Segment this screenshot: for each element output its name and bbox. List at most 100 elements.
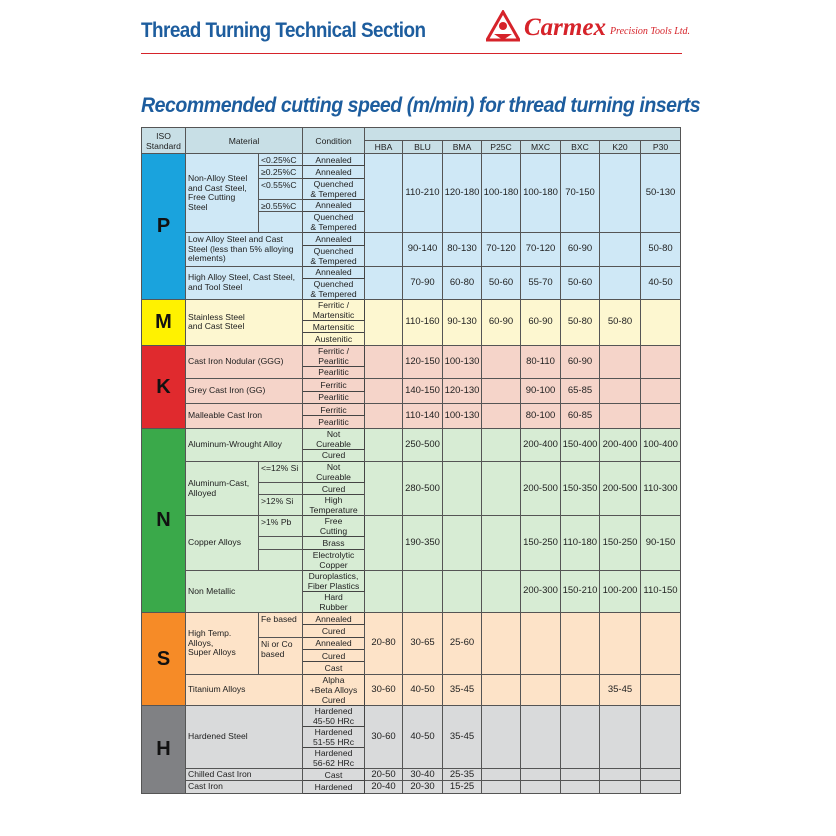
speed-p25c bbox=[481, 461, 522, 517]
material-subtype bbox=[257, 536, 304, 550]
speed-bxc: 60-90 bbox=[560, 344, 601, 380]
speed-bxc: 50-60 bbox=[560, 265, 601, 300]
material-name: Malleable Cast Iron bbox=[184, 402, 304, 429]
table-row: Hard Rubber bbox=[142, 590, 681, 613]
speed-hba bbox=[364, 298, 404, 346]
material-subtype: ≥0.55%C bbox=[257, 198, 304, 213]
speed-p30 bbox=[640, 673, 682, 706]
condition: Quenched & Tempered bbox=[302, 177, 366, 200]
condition: Cured bbox=[302, 448, 366, 463]
material-name: Aluminum-Wrought Alloy bbox=[184, 427, 304, 463]
condition: High Temperature bbox=[302, 494, 366, 517]
speed-k20 bbox=[599, 344, 642, 380]
speed-mxc: 200-500 bbox=[520, 461, 562, 517]
condition: Brass bbox=[302, 536, 366, 550]
speed-bxc: 150-350 bbox=[560, 461, 601, 517]
table-row: Quenched & Tempered bbox=[142, 244, 681, 267]
material-subtype: >1% Pb bbox=[257, 515, 304, 538]
table-row: Low Alloy Steel and Cast Steel (less tha… bbox=[142, 232, 682, 267]
table-row: Austenitic bbox=[142, 332, 681, 346]
material-subtype: Ni or Co based bbox=[257, 636, 304, 675]
table-row: Cured bbox=[142, 482, 681, 496]
speed-p25c bbox=[481, 344, 522, 380]
material-subtype: >12% Si bbox=[257, 494, 304, 517]
speed-bma: 80-130 bbox=[442, 232, 483, 267]
iso-group-n: N bbox=[141, 427, 186, 613]
table-row: H Hardened Steel Hardened 45-50 HRc 30-60 40… bbox=[141, 704, 682, 794]
condition: Free Cutting bbox=[302, 515, 366, 538]
table-row: ≥0.25%C Annealed bbox=[142, 165, 681, 179]
speed-blu: 110-140 bbox=[402, 402, 444, 429]
condition: Annealed bbox=[302, 165, 366, 179]
speed-mxc bbox=[520, 704, 562, 769]
speed-bxc: 60-85 bbox=[560, 402, 601, 429]
speed-bma: 60-80 bbox=[442, 265, 483, 300]
material-subtype: <=12% Si bbox=[257, 461, 304, 484]
speed-mxc: 80-100 bbox=[520, 402, 562, 429]
speed-mxc bbox=[520, 611, 562, 675]
condition: Duroplastics, Fiber Plastics bbox=[302, 569, 366, 592]
speed-hba: 20-40 bbox=[364, 780, 404, 794]
cutting-speed-table: ISO Standard Material Condition HBA BLU BM… bbox=[141, 127, 682, 794]
speed-blu: 70-90 bbox=[402, 265, 444, 300]
speed-hba: 20-80 bbox=[364, 611, 404, 675]
speed-hba bbox=[364, 232, 404, 267]
speed-p25c bbox=[481, 673, 522, 706]
header-grades-band bbox=[364, 127, 682, 141]
condition: Hard Rubber bbox=[302, 590, 366, 613]
speed-k20 bbox=[599, 704, 642, 769]
speed-p25c bbox=[481, 402, 522, 429]
speed-p25c bbox=[481, 767, 522, 782]
material-subtype: ≥0.25%C bbox=[257, 165, 304, 179]
speed-blu: 280-500 bbox=[402, 461, 444, 517]
table-row: Malleable Cast Iron Ferritic 110-140 100-13… bbox=[142, 402, 682, 429]
speed-hba bbox=[364, 152, 404, 234]
speed-hba bbox=[364, 461, 404, 517]
material-name: Chilled Cast Iron bbox=[184, 767, 304, 782]
condition: Annealed bbox=[302, 152, 366, 167]
speed-blu: 30-40 bbox=[402, 767, 444, 782]
material-name: Non-Alloy Steel and Cast Steel, Free Cut… bbox=[185, 152, 259, 234]
speed-bma: 15-25 bbox=[442, 780, 483, 794]
logo-tagline: Precision Tools Ltd. bbox=[609, 26, 691, 37]
condition: Martensitic bbox=[302, 319, 366, 334]
speed-bma bbox=[442, 461, 483, 517]
iso-group-m: M bbox=[141, 298, 186, 346]
table-row: >12% Si High Temperature bbox=[142, 494, 681, 517]
table-row: S High Temp. Alloys, Super Alloys Fe based… bbox=[141, 611, 682, 706]
condition: Pearlitic bbox=[302, 365, 366, 380]
condition: Pearlitic bbox=[302, 415, 366, 429]
speed-hba: 20-50 bbox=[364, 767, 404, 782]
condition: Hardened 51-55 HRc bbox=[302, 725, 366, 748]
material-name: Low Alloy Steel and Cast Steel (less tha… bbox=[184, 232, 304, 267]
table-row: Cast Iron Hardened 20-40 20-30 15-25 bbox=[142, 780, 682, 794]
speed-p25c bbox=[481, 611, 522, 675]
condition: Ferritic / Pearlitic bbox=[302, 344, 366, 367]
speed-mxc bbox=[520, 673, 562, 706]
speed-k20: 200-500 bbox=[599, 461, 642, 517]
condition: Quenched & Tempered bbox=[302, 211, 366, 234]
header-grade-k20: K20 bbox=[599, 140, 642, 154]
table-row: Grey Cast Iron (GG) Ferritic 140-150 120-13… bbox=[142, 378, 682, 404]
speed-bma: 35-45 bbox=[442, 673, 483, 706]
table-row: P Non-Alloy Steel and Cast Steel, Free Cu… bbox=[141, 152, 682, 300]
speed-bma bbox=[442, 569, 483, 613]
speed-p30: 110-300 bbox=[640, 461, 682, 517]
speed-hba bbox=[364, 569, 404, 613]
material-subtype bbox=[257, 548, 304, 571]
speed-p30 bbox=[640, 767, 682, 782]
speed-mxc bbox=[520, 780, 562, 794]
speed-p30 bbox=[640, 402, 682, 429]
logo-brand: Carmex bbox=[524, 14, 606, 41]
speed-p25c bbox=[481, 427, 522, 463]
material-name: Non Metallic bbox=[184, 569, 304, 613]
iso-group-s: S bbox=[141, 611, 186, 706]
material-name: High Temp. Alloys, Super Alloys bbox=[185, 611, 259, 675]
table-row: Non Metallic Duroplastics, Fiber Plastics… bbox=[142, 569, 682, 613]
speed-blu: 90-140 bbox=[402, 232, 444, 267]
speed-p25c bbox=[481, 378, 522, 404]
speed-k20 bbox=[599, 378, 642, 404]
speed-bma: 100-130 bbox=[442, 402, 483, 429]
condition: Annealed bbox=[302, 232, 366, 246]
condition: Annealed bbox=[302, 198, 366, 213]
